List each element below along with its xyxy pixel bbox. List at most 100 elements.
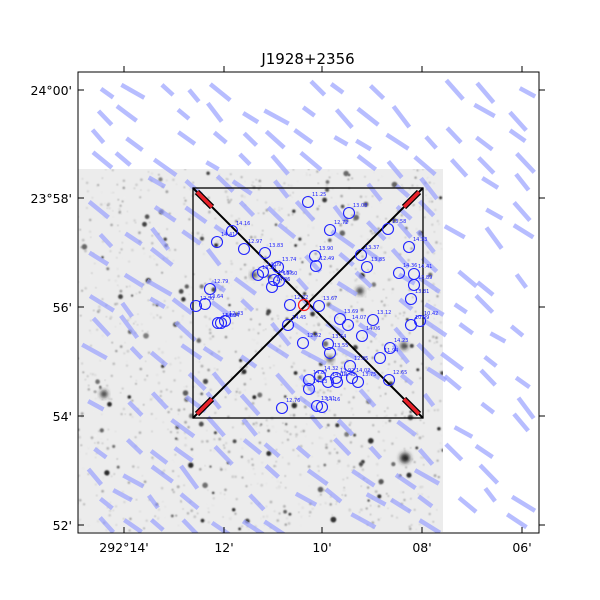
sky-star — [243, 195, 246, 199]
sky-star — [116, 465, 120, 469]
sky-star — [93, 262, 96, 265]
sky-star — [235, 242, 239, 245]
sky-star — [270, 277, 273, 280]
sky-star — [285, 487, 287, 489]
vector-bar — [296, 277, 309, 292]
sky-star — [306, 172, 308, 174]
sky-star — [202, 253, 205, 255]
star-label: 13.81 — [415, 289, 429, 295]
sky-star — [231, 507, 236, 512]
sky-star — [235, 390, 238, 393]
sky-star — [240, 176, 243, 179]
sky-star — [416, 184, 419, 187]
sky-star — [150, 209, 154, 213]
star-label: 13.90 — [319, 246, 333, 252]
sky-star — [196, 447, 199, 451]
sky-star — [437, 450, 440, 453]
catalog-markers: 11.25 13.08 14.16 12.72 14.41 13.58 14.33 12.97… — [189, 192, 438, 415]
sky-star — [163, 300, 166, 302]
vector-bar — [395, 204, 413, 221]
vector-bar — [264, 464, 281, 479]
vector-bar — [181, 229, 202, 246]
vector-bar — [351, 469, 376, 488]
sky-star — [111, 169, 114, 172]
sky-star — [230, 285, 232, 287]
sky-star — [245, 470, 248, 473]
sky-star — [285, 423, 288, 426]
sky-star — [200, 440, 204, 443]
sky-star — [265, 328, 267, 330]
sky-star — [280, 342, 282, 345]
sky-star — [109, 509, 112, 512]
sky-star — [266, 451, 272, 456]
sky-star — [126, 349, 130, 353]
sky-star — [423, 422, 425, 424]
sky-star — [400, 214, 404, 217]
sky-star — [335, 423, 340, 428]
star-marker — [237, 242, 251, 256]
sky-star — [253, 235, 257, 239]
sky-star — [94, 373, 97, 377]
sky-star — [352, 519, 354, 522]
sky-star — [116, 257, 118, 259]
sky-star — [199, 284, 204, 289]
star-marker — [251, 268, 265, 282]
sky-star — [371, 232, 374, 235]
sky-star — [171, 488, 174, 491]
star-label: 14.04 — [225, 313, 239, 319]
sky-star — [283, 505, 286, 508]
sky-star — [124, 342, 126, 344]
sky-star — [300, 430, 303, 433]
sky-star — [317, 322, 320, 326]
corner-bar — [402, 190, 421, 209]
x-tick-label: 08' — [412, 540, 431, 555]
vector-bar — [418, 518, 442, 533]
sky-star — [157, 517, 160, 520]
sky-star — [349, 421, 352, 425]
sky-star — [112, 362, 116, 366]
sky-star — [387, 368, 389, 370]
sky-star — [173, 461, 175, 463]
sky-star — [159, 316, 162, 319]
sky-star — [388, 363, 390, 366]
sky-star — [294, 425, 297, 429]
vector-bar — [99, 86, 115, 100]
sky-star — [252, 395, 257, 400]
sky-star — [235, 355, 238, 358]
vector-bar — [91, 316, 111, 337]
sky-star — [95, 287, 97, 289]
sky-star — [97, 184, 100, 187]
sky-star — [208, 328, 212, 331]
sky-star — [214, 243, 219, 248]
sky-star — [106, 438, 109, 441]
sky-star — [399, 364, 403, 367]
sky-star — [322, 396, 324, 398]
sky-star — [283, 395, 287, 398]
sky-star — [291, 196, 293, 198]
sky-star — [342, 291, 344, 294]
vector-bar — [509, 324, 525, 338]
sky-star — [146, 330, 149, 333]
sky-star — [312, 257, 314, 259]
sky-star — [213, 438, 216, 441]
sky-star — [329, 503, 332, 506]
vector-bar — [416, 342, 435, 361]
sky-star — [282, 456, 284, 459]
vector-bar — [263, 519, 286, 533]
sky-star — [409, 370, 411, 372]
sky-star — [384, 410, 386, 412]
sky-star — [369, 260, 371, 262]
sky-star — [117, 284, 119, 286]
sky-star — [435, 341, 438, 343]
sky-star — [177, 356, 180, 359]
y-tick-label: 54' — [53, 409, 72, 424]
sky-star — [390, 324, 394, 327]
sky-star — [299, 257, 302, 260]
vector-bar — [415, 229, 436, 254]
sky-star — [301, 235, 303, 238]
sky-star — [234, 475, 237, 478]
sky-star — [153, 258, 156, 260]
sky-star — [426, 197, 429, 200]
sky-star — [328, 409, 331, 412]
sky-star — [162, 500, 164, 503]
